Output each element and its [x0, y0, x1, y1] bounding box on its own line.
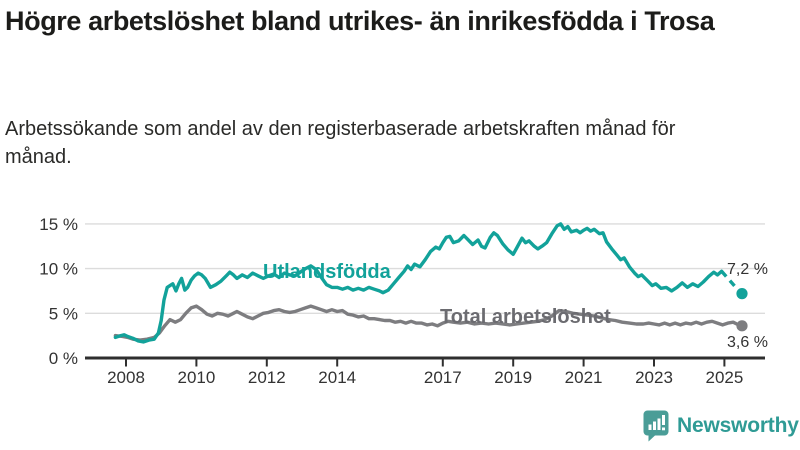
svg-text:2012: 2012 — [248, 368, 286, 387]
svg-text:2010: 2010 — [177, 368, 215, 387]
svg-text:0 %: 0 % — [49, 349, 78, 368]
svg-text:2019: 2019 — [494, 368, 532, 387]
end-value-utlandsfodda: 7,2 % — [727, 261, 768, 278]
series-label-total-arbetsloshet: Total arbetslöshet — [440, 306, 611, 328]
end-value-total: 3,6 % — [727, 334, 768, 351]
svg-text:2008: 2008 — [107, 368, 145, 387]
chart-subtitle: Arbetssökande som andel av den registerb… — [5, 118, 676, 168]
svg-text:5 %: 5 % — [49, 304, 78, 323]
svg-text:15 %: 15 % — [39, 215, 78, 234]
newsworthy-logo: Newsworthy — [642, 409, 799, 442]
svg-text:2025: 2025 — [705, 368, 743, 387]
svg-text:2021: 2021 — [565, 368, 603, 387]
newsworthy-wordmark: Newsworthy — [677, 413, 799, 437]
series-label-utlandsfodda: Utlandsfödda — [263, 261, 391, 283]
svg-text:2017: 2017 — [424, 368, 462, 387]
chart-title: Högre arbetslöshet bland utrikes- än inr… — [5, 6, 715, 36]
newsworthy-bubble-barchart-icon — [642, 409, 670, 442]
svg-text:2023: 2023 — [635, 368, 673, 387]
svg-text:2014: 2014 — [318, 368, 356, 387]
svg-text:10 %: 10 % — [39, 260, 78, 279]
